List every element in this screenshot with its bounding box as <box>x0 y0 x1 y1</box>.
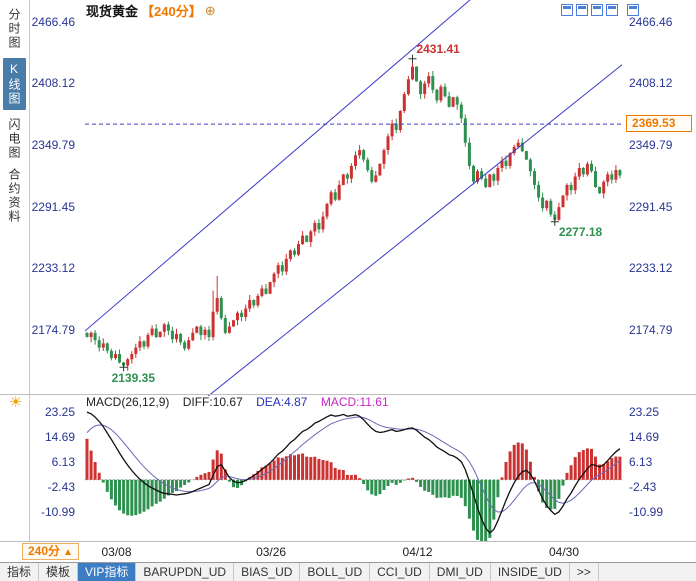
macd-diff-value: DIFF:10.67 <box>182 395 243 409</box>
sidebar-item-time-chart[interactable]: 分时图 <box>7 8 21 50</box>
axis-tick: 14.69 <box>629 429 660 444</box>
tab-inside-ud[interactable]: INSIDE_UD <box>491 563 570 581</box>
axis-tick: 2408.12 <box>31 76 75 91</box>
tab-dmi-ud[interactable]: DMI_UD <box>430 563 491 581</box>
layout-icon-4[interactable] <box>606 4 618 16</box>
axis-tick: 23.25 <box>629 404 660 419</box>
sidebar: 分时图 K线图闪电图合约资料 <box>0 0 30 541</box>
x-axis: 03/08 03/26 04/12 04/30 <box>0 544 696 561</box>
axis-tick: 6.13 <box>51 454 75 469</box>
axis-tick: 2466.46 <box>629 14 673 29</box>
period-selector-label: 240分 <box>28 544 61 558</box>
tab-indicators[interactable]: 指标 <box>0 563 40 581</box>
indicator-tabbar: 指标 模板 VIP指标 BARUPDN_UD BIAS_UD BOLL_UD CCI_UD D… <box>0 562 696 581</box>
period-label: 【240分】 <box>141 4 202 19</box>
macd-macd-value: MACD:11.61 <box>320 395 389 409</box>
macd-dea-value: DEA:4.87 <box>256 395 308 409</box>
axis-tick: -10.99 <box>40 504 75 519</box>
axis-tick: 23.25 <box>44 404 75 419</box>
sidebar-item-lightning-chart[interactable]: 闪电图 <box>7 118 21 160</box>
axis-tick: 2291.45 <box>629 199 673 214</box>
axis-tick: -10.99 <box>629 504 664 519</box>
axis-tick: 2291.45 <box>31 199 75 214</box>
x-axis-label: 04/12 <box>402 545 433 559</box>
x-axis-label: 03/08 <box>101 545 132 559</box>
macd-header: MACD(26,12,9) DIFF:10.67 DEA:4.87 MACD:1… <box>86 395 399 409</box>
y-axis-left: 2466.46 2408.12 2349.79 2291.45 2233.12 2174.… <box>30 0 78 581</box>
layout-icon-1[interactable] <box>561 4 573 16</box>
axis-tick: -2.43 <box>629 479 657 494</box>
sidebar-item-contract-info[interactable]: 合约资料 <box>7 168 21 224</box>
x-axis-label: 03/26 <box>256 545 287 559</box>
layout-icon-2[interactable] <box>576 4 588 16</box>
candlestick-chart[interactable] <box>82 0 661 429</box>
x-axis-label: 04/30 <box>548 545 579 559</box>
tab-templates[interactable]: 模板 <box>39 563 79 581</box>
macd-svg <box>85 411 622 545</box>
axis-tick: 2408.12 <box>629 76 673 91</box>
price-alert-tag[interactable]: 2369.53 <box>626 115 692 132</box>
sidebar-item-kline-chart[interactable]: K线图 <box>3 58 26 110</box>
price-alert-value: 2369.53 <box>632 116 676 130</box>
axis-tick: 2466.46 <box>31 14 75 29</box>
tabs-more[interactable]: >> <box>570 563 599 581</box>
axis-tick: -2.43 <box>47 479 75 494</box>
macd-params-label: MACD(26,12,9) <box>86 395 170 409</box>
axis-tick: 14.69 <box>44 429 75 444</box>
axis-tick: 2233.12 <box>629 261 673 276</box>
axis-divider <box>0 541 696 542</box>
brightness-icon[interactable]: ☀ <box>9 394 23 411</box>
axis-tick: 6.13 <box>629 454 653 469</box>
macd-panel[interactable] <box>85 404 622 545</box>
tab-cci-ud[interactable]: CCI_UD <box>370 563 430 581</box>
axis-tick: 2174.79 <box>31 322 75 337</box>
axis-tick: 2349.79 <box>629 138 673 152</box>
settings-icon[interactable]: ⊕ <box>204 3 216 18</box>
tab-bias-ud[interactable]: BIAS_UD <box>234 563 301 581</box>
tab-boll-ud[interactable]: BOLL_UD <box>300 563 371 581</box>
new-window-icon[interactable] <box>627 4 639 16</box>
tab-vip-indicators[interactable]: VIP指标 <box>78 563 137 581</box>
axis-tick: 2174.79 <box>629 322 673 337</box>
candlestick-svg <box>82 0 661 429</box>
toolbar <box>558 4 639 16</box>
period-up-arrow: ▲ <box>63 547 73 558</box>
panel-divider <box>0 394 696 395</box>
period-selector[interactable]: 240分 ▲ <box>22 543 79 560</box>
layout-icon-3[interactable] <box>591 4 603 16</box>
axis-tick: 2349.79 <box>31 138 75 152</box>
axis-tick: 2233.12 <box>31 261 75 276</box>
y-axis-right: 2466.46 2408.12 2349.79 2291.45 2233.12 2174.… <box>626 0 694 581</box>
tab-barupdn-ud[interactable]: BARUPDN_UD <box>136 563 235 581</box>
page-title: 现货黄金 <box>86 4 139 19</box>
chart-header: 现货黄金 【240分】 ⊕ <box>86 2 216 19</box>
